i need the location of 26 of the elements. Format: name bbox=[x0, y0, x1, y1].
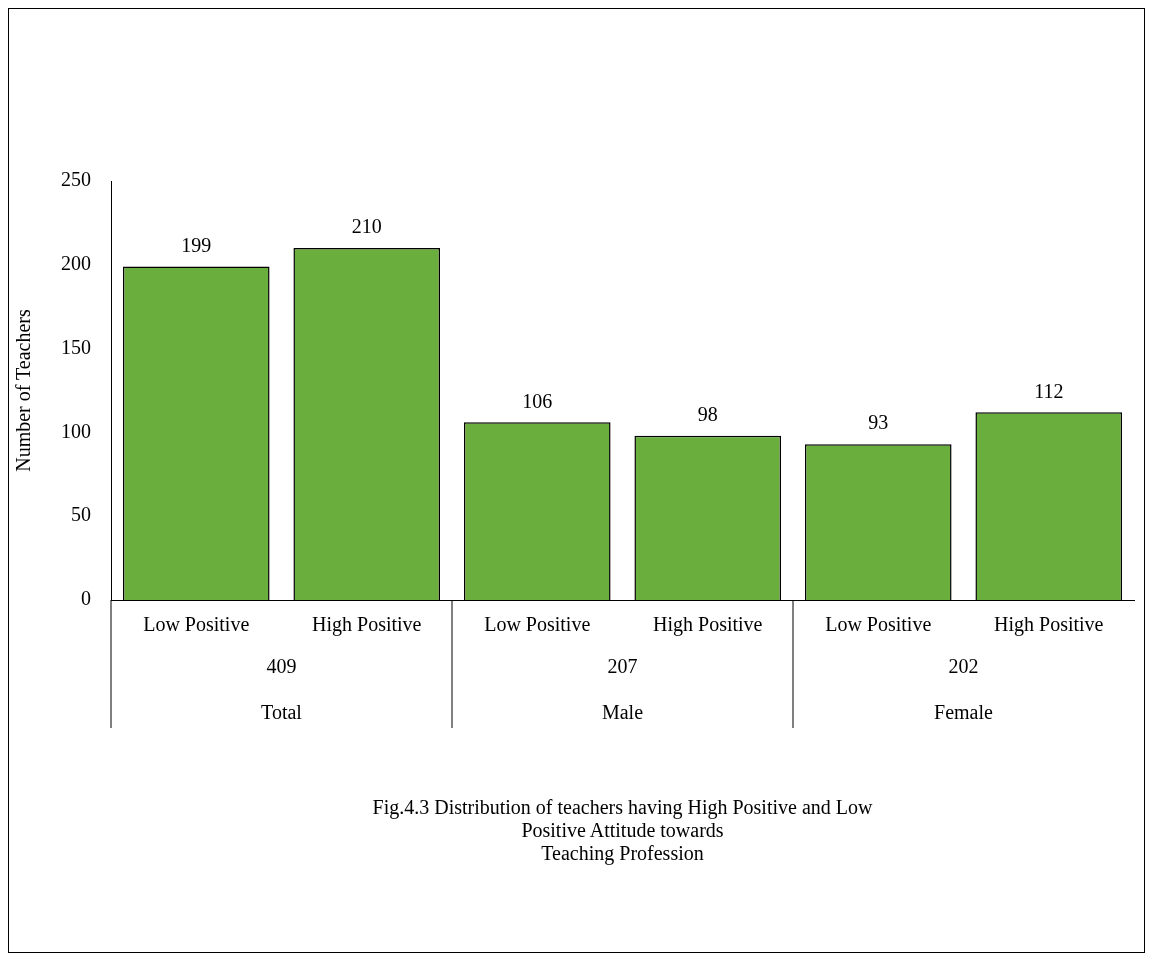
y-axis-title: Number of Teachers bbox=[12, 308, 35, 472]
text: Female bbox=[934, 700, 993, 724]
y-tick-label: 100 bbox=[61, 419, 91, 442]
text: Male bbox=[601, 700, 644, 724]
x-tick-label: High Positive bbox=[312, 613, 422, 637]
x-tick-label: High Positive bbox=[994, 613, 1104, 637]
y-tick-label: 50 bbox=[71, 503, 91, 526]
x-tick-label: Low Positive bbox=[484, 613, 591, 636]
y-tick-label: 200 bbox=[61, 252, 91, 275]
data-label: 98 bbox=[697, 403, 718, 425]
data-label: 199 bbox=[181, 233, 212, 256]
data-label: 106 bbox=[522, 389, 553, 412]
x-tick-label: Low Positive bbox=[143, 613, 250, 636]
y-tick-label: 250 bbox=[61, 168, 91, 191]
y-tick-label: 0 bbox=[81, 587, 91, 610]
data-label: 112 bbox=[1034, 379, 1064, 402]
y-tick-label: 150 bbox=[61, 335, 91, 358]
text: 207 bbox=[607, 654, 638, 678]
text: 409 bbox=[266, 654, 297, 678]
data-label: 210 bbox=[351, 215, 382, 238]
caption: Fig.4.3 Distribution of teachers having High Positive and Low Positive Attitude towards Teaching Profession bbox=[371, 795, 874, 865]
text: 202 bbox=[948, 654, 979, 678]
x-tick-label: High Positive bbox=[653, 613, 763, 637]
text: Total bbox=[261, 700, 302, 724]
data-label: 93 bbox=[868, 411, 889, 434]
x-tick-label: Low Positive bbox=[825, 613, 932, 636]
